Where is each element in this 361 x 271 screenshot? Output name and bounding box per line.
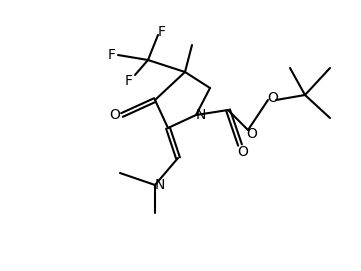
Text: O: O	[268, 91, 278, 105]
Text: N: N	[196, 108, 206, 122]
Text: O: O	[238, 145, 248, 159]
Text: F: F	[158, 25, 166, 39]
Text: F: F	[108, 48, 116, 62]
Text: F: F	[125, 74, 133, 88]
Text: O: O	[247, 127, 257, 141]
Text: O: O	[109, 108, 121, 122]
Text: N: N	[155, 178, 165, 192]
